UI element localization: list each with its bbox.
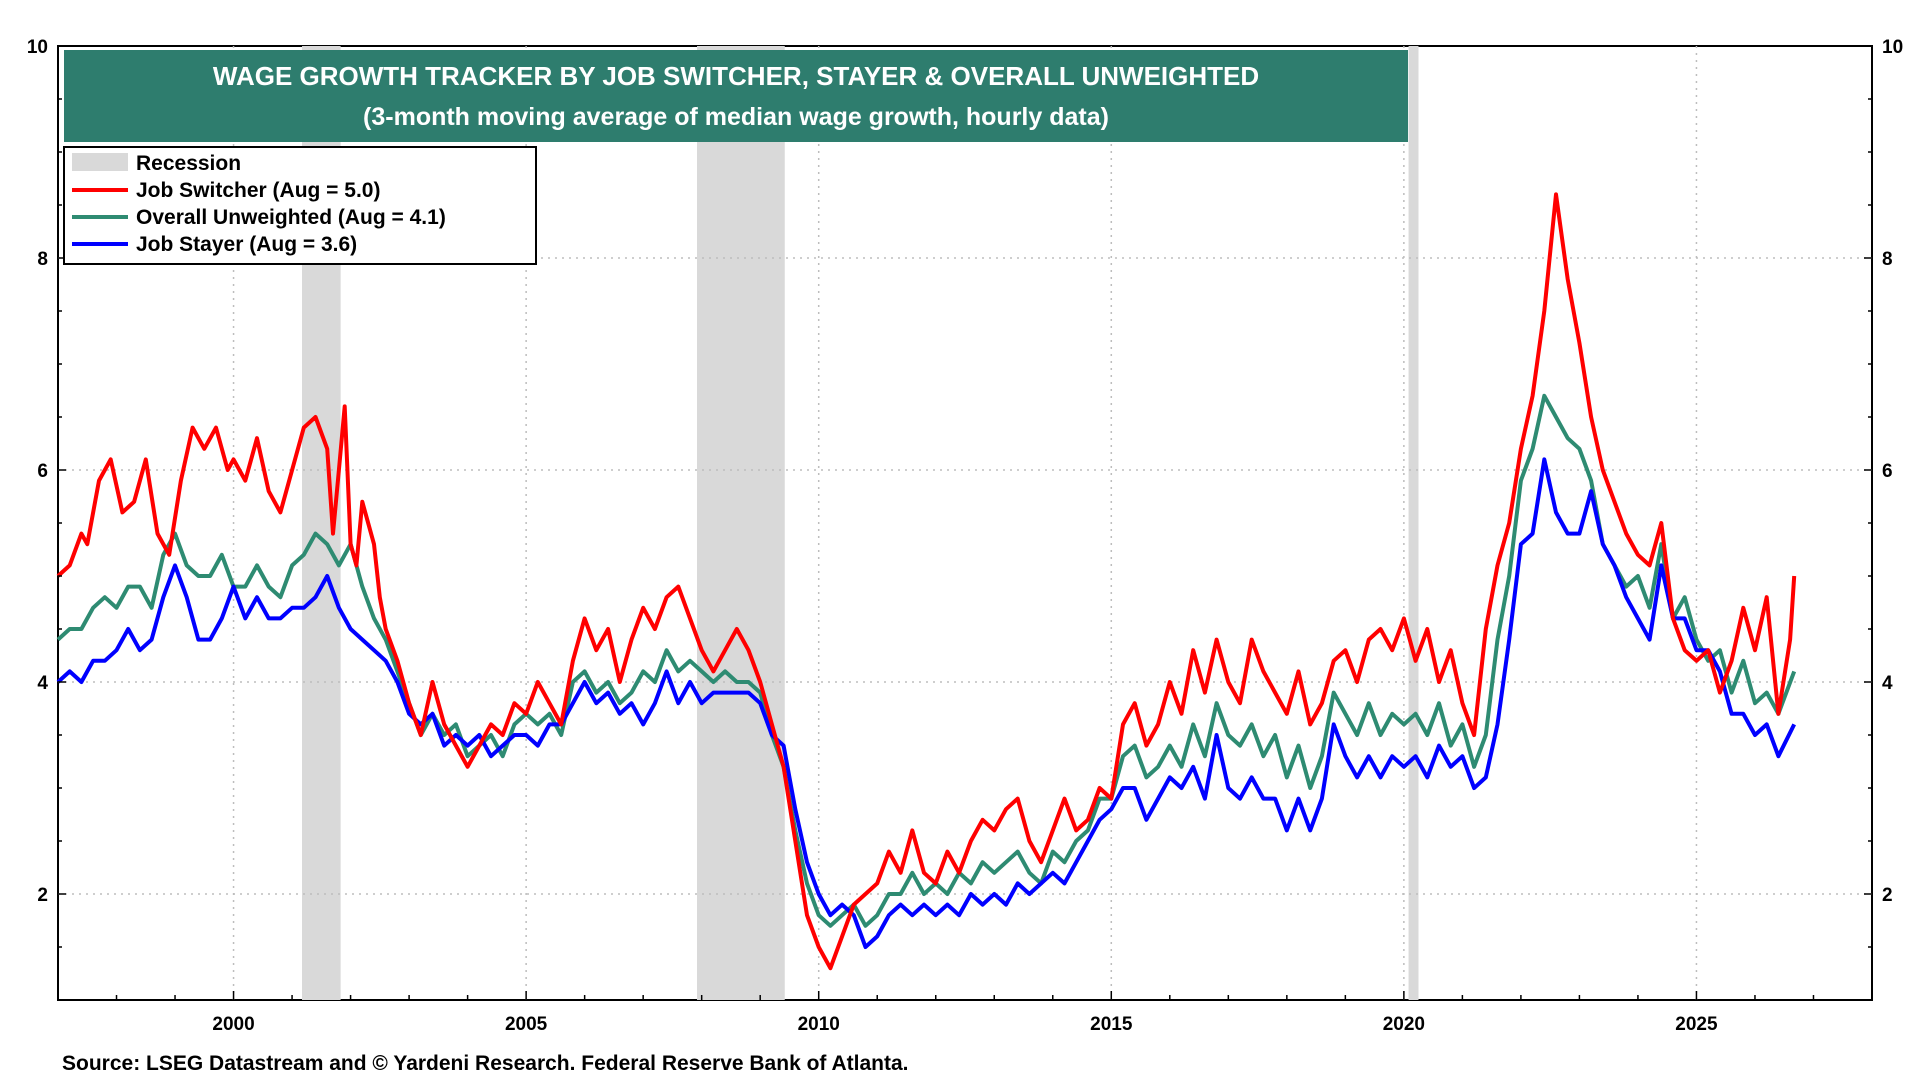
series-line-2 [56,457,1796,949]
series-line-0 [56,192,1797,971]
x-tick-label-2000: 2000 [212,1014,254,1035]
source-note: Source: LSEG Datastream and © Yardeni Re… [62,1052,908,1075]
title-banner: WAGE GROWTH TRACKER BY JOB SWITCHER, STA… [64,50,1408,142]
y-tick-label-left-4: 4 [37,673,48,694]
legend-label-recession: Recession [136,152,241,175]
title-background [64,50,1408,142]
x-tick-label-2020: 2020 [1383,1014,1425,1035]
chart-subtitle: (3-month moving average of median wage g… [363,103,1109,131]
legend-label-switcher: Job Switcher (Aug = 5.0) [136,179,380,202]
y-tick-label-left-6: 6 [37,461,48,482]
y-tick-label-left-10: 10 [27,37,48,58]
y-tick-label-right-2: 2 [1882,885,1893,906]
y-tick-label-right-8: 8 [1882,249,1893,270]
legend-label-stayer: Job Stayer (Aug = 3.6) [136,233,357,256]
axis-layer: 2 2 4 4 6 6 8 8 10 10 2000 2005 2010 2015 2020 2025 [27,37,1903,1035]
series-layer [56,192,1797,971]
x-tick-label-2010: 2010 [798,1014,840,1035]
x-tick-label-2015: 2015 [1090,1014,1133,1035]
y-tick-label-right-10: 10 [1882,37,1903,58]
y-tick-label-left-8: 8 [37,249,48,270]
legend-box [63,146,537,265]
x-tick-label-2005: 2005 [505,1014,548,1035]
y-tick-label-right-6: 6 [1882,461,1893,482]
legend: Recession Job Switcher (Aug = 5.0) Overa… [63,146,537,265]
recession-band-2 [1408,46,1419,1000]
chart-title: WAGE GROWTH TRACKER BY JOB SWITCHER, STA… [213,61,1259,91]
y-tick-label-left-2: 2 [37,885,48,906]
y-tick-label-right-4: 4 [1882,673,1893,694]
legend-label-overall: Overall Unweighted (Aug = 4.1) [136,206,446,229]
legend-swatch-recession [72,153,128,171]
x-tick-label-2025: 2025 [1675,1014,1718,1035]
recession-band-1 [696,46,785,1000]
series-line-1 [56,393,1797,928]
